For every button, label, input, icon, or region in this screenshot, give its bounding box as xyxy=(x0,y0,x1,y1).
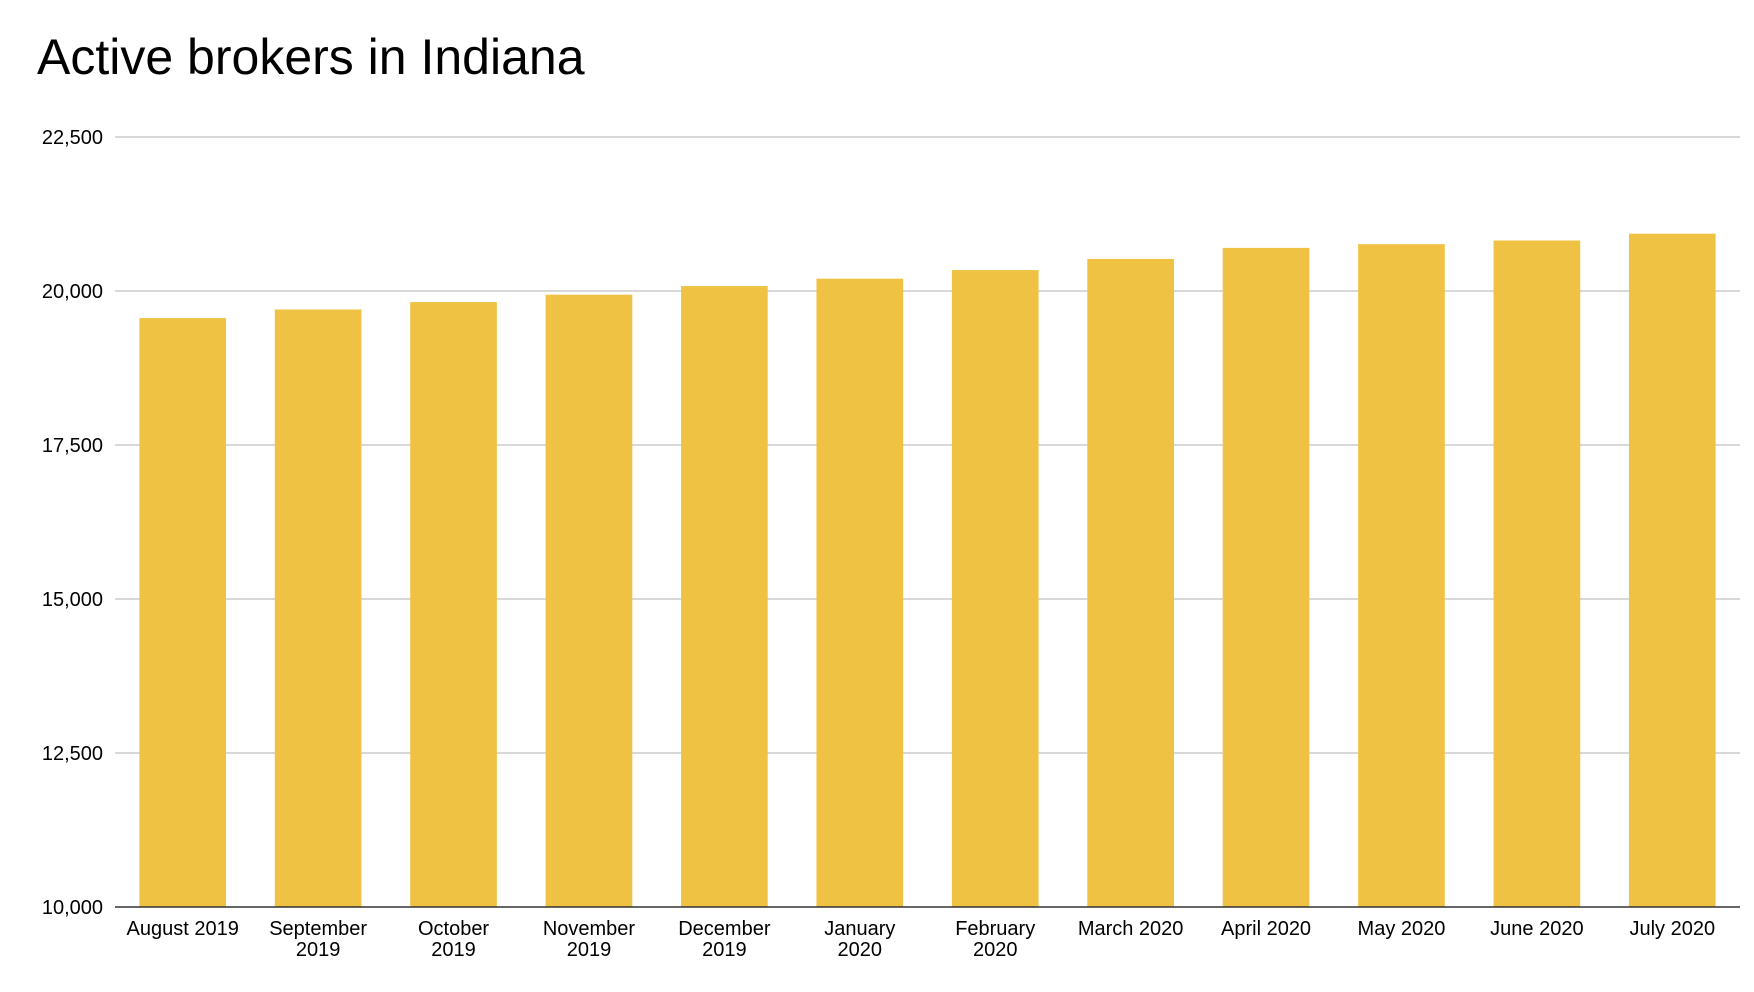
x-tick-label: May 2020 xyxy=(1358,918,1446,940)
y-tick-label: 12,500 xyxy=(42,743,103,765)
y-tick-labels: 10,000 12,500 15,000 17,500 20,000 22,500 xyxy=(42,127,103,919)
x-tick-label: April 2020 xyxy=(1221,918,1311,940)
bar xyxy=(1493,240,1581,907)
x-tick-label: January xyxy=(824,918,895,940)
bar xyxy=(816,278,904,907)
x-tick-label: 2020 xyxy=(838,939,883,961)
y-tick-label: 10,000 xyxy=(42,897,103,919)
x-tick-label: 2019 xyxy=(567,939,612,961)
bars xyxy=(139,233,1716,908)
x-tick-label: 2019 xyxy=(296,939,341,961)
bar xyxy=(410,302,497,907)
bar xyxy=(1358,244,1445,907)
bar xyxy=(545,294,633,907)
x-tick-label: 2020 xyxy=(973,939,1018,961)
x-tick-label: November xyxy=(543,918,636,940)
x-tick-label: December xyxy=(678,918,771,940)
x-tick-label: March 2020 xyxy=(1078,918,1184,940)
x-tick-label: June 2020 xyxy=(1490,918,1583,940)
y-tick-label: 15,000 xyxy=(42,589,103,611)
bar xyxy=(1087,258,1174,907)
x-tick-label: February xyxy=(955,918,1035,940)
bar xyxy=(274,309,362,908)
bar xyxy=(1222,247,1310,907)
x-tick-label: July 2020 xyxy=(1629,918,1715,940)
y-tick-label: 22,500 xyxy=(42,127,103,149)
x-tick-label: 2019 xyxy=(702,939,747,961)
x-tick-label: September xyxy=(269,918,367,940)
y-tick-label: 17,500 xyxy=(42,435,103,457)
bar xyxy=(1628,233,1716,907)
chart-title: Active brokers in Indiana xyxy=(37,29,585,85)
x-tick-label: October xyxy=(418,918,489,940)
gridlines xyxy=(115,136,1740,754)
bar xyxy=(681,286,768,907)
bar xyxy=(951,270,1039,907)
x-tick-label: 2019 xyxy=(431,939,476,961)
y-tick-label: 20,000 xyxy=(42,281,103,303)
x-tick-labels: August 2019 September2019October2019Novem… xyxy=(127,918,1716,961)
x-tick-label: August 2019 xyxy=(127,918,239,940)
bar xyxy=(139,318,227,907)
